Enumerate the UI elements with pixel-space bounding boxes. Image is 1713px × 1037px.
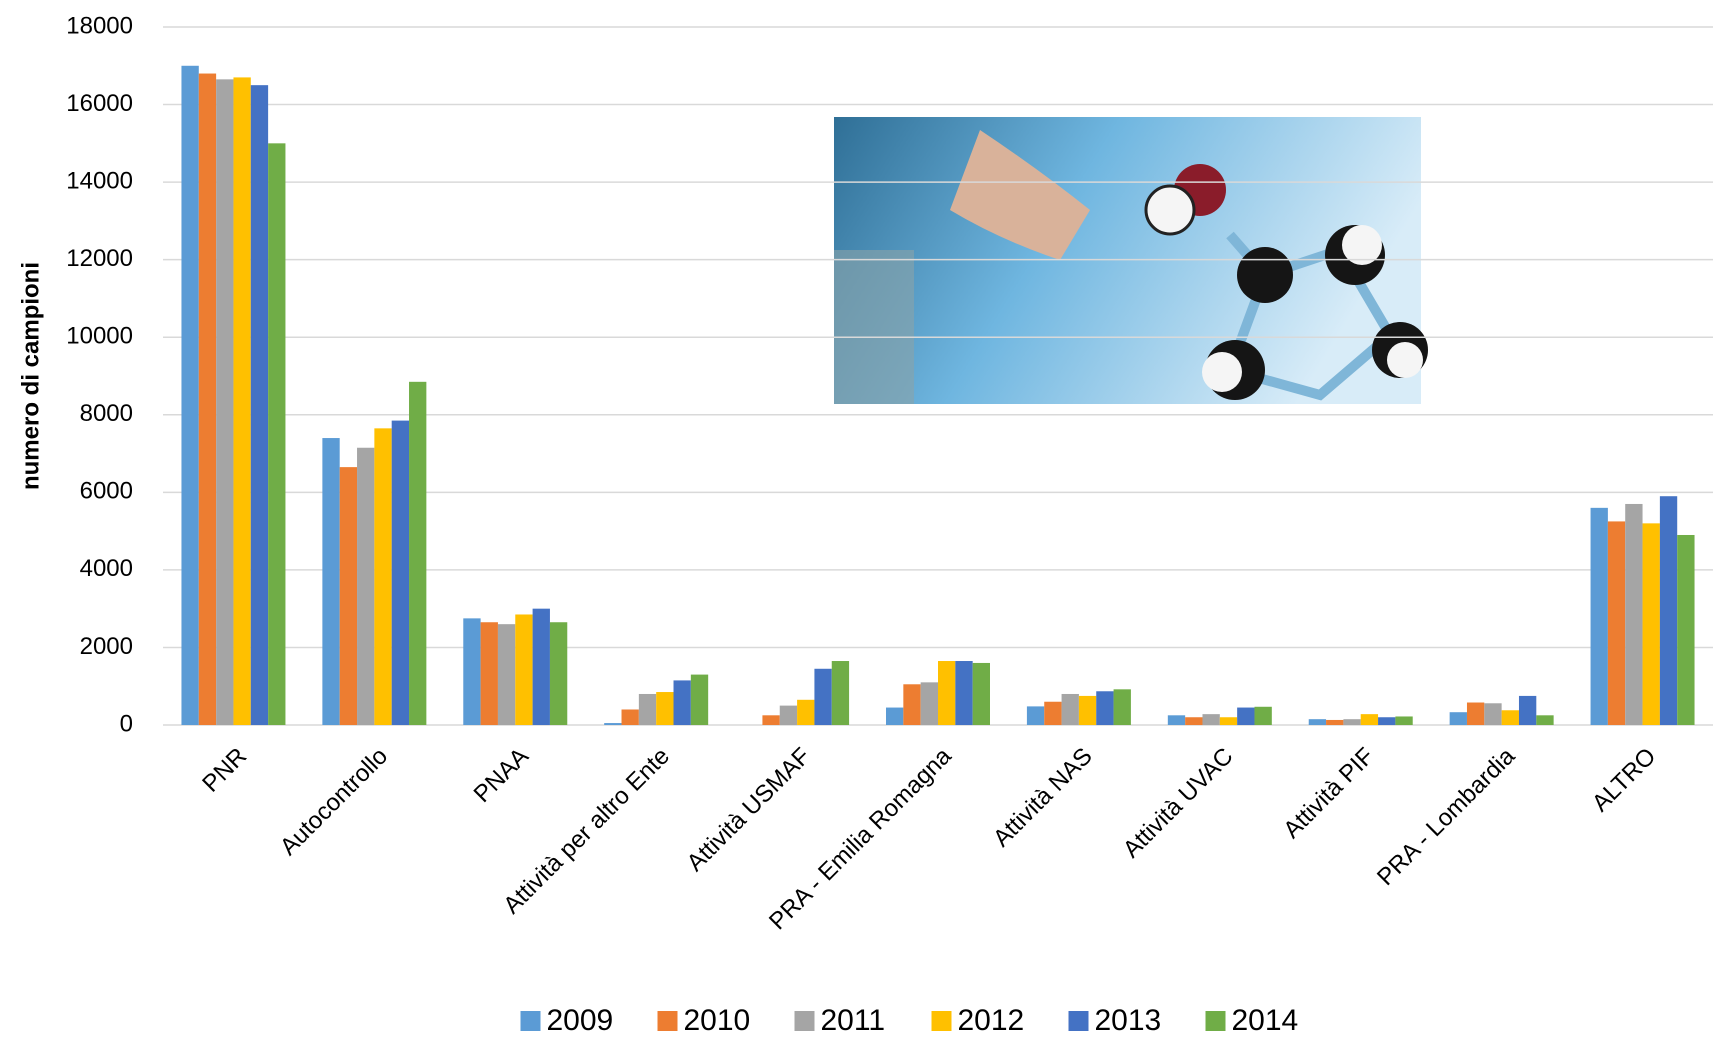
bar — [762, 715, 780, 725]
y-tick-label: 6000 — [80, 478, 133, 505]
bar — [1518, 695, 1537, 725]
y-tick-label: 2000 — [80, 633, 133, 660]
legend-label: 2014 — [1232, 1004, 1299, 1037]
x-tick-label: PNR — [197, 743, 252, 798]
bar — [797, 699, 815, 725]
bar — [604, 723, 622, 725]
y-tick-label: 8000 — [80, 400, 133, 427]
bar — [409, 381, 427, 725]
bar — [1308, 719, 1327, 725]
bar — [515, 614, 533, 725]
bar — [1395, 716, 1413, 725]
bar — [497, 624, 516, 725]
bar — [972, 662, 990, 725]
bar — [268, 143, 286, 726]
bar — [1501, 710, 1519, 725]
x-tick-label: Attività NAS — [988, 743, 1098, 853]
bar — [1466, 702, 1485, 725]
bar — [357, 447, 375, 725]
legend-label: 2009 — [547, 1004, 614, 1037]
bar — [831, 661, 850, 725]
y-tick-label: 4000 — [80, 555, 133, 582]
bar — [1078, 695, 1097, 725]
bar — [1642, 523, 1660, 725]
bar — [480, 622, 498, 725]
bar — [181, 65, 199, 726]
legend-swatch — [1205, 1011, 1226, 1031]
bar — [233, 77, 251, 725]
y-tick-label: 12000 — [66, 245, 133, 272]
bar — [1096, 691, 1114, 725]
bar — [673, 680, 691, 725]
bar — [1449, 712, 1467, 725]
bar — [1061, 693, 1079, 725]
y-tick-label: 16000 — [66, 90, 133, 117]
legend-label: 2011 — [821, 1004, 886, 1037]
bar — [1167, 715, 1186, 725]
legend-swatch — [931, 1011, 952, 1031]
bar — [621, 709, 639, 725]
bar — [690, 674, 709, 725]
bar — [1484, 703, 1502, 725]
bar — [638, 693, 657, 725]
bar — [532, 608, 550, 725]
photo — [834, 117, 1428, 404]
bar — [463, 618, 481, 725]
bar — [779, 705, 798, 725]
bar — [549, 622, 568, 725]
legend-swatch — [1068, 1011, 1089, 1031]
bar — [1113, 689, 1131, 725]
bar — [1185, 717, 1203, 725]
legend-label: 2013 — [1095, 1004, 1162, 1037]
bar — [1219, 717, 1238, 725]
bar — [1659, 496, 1678, 725]
bar — [1590, 507, 1608, 725]
bar — [938, 661, 956, 725]
bar — [391, 420, 410, 725]
x-tick-label: PRA - Lombardia — [1372, 742, 1521, 891]
bar — [1360, 714, 1379, 725]
y-tick-label: 10000 — [66, 323, 133, 350]
x-tick-label: Attività USMAF — [682, 743, 816, 877]
bar — [1625, 503, 1643, 725]
bar — [656, 692, 674, 725]
bar — [1202, 714, 1220, 725]
bar — [1536, 715, 1554, 725]
bar — [903, 684, 921, 725]
bar — [198, 73, 217, 726]
bar — [339, 467, 358, 725]
legend-label: 2012 — [958, 1004, 1025, 1037]
y-tick-label: 18000 — [66, 12, 133, 39]
bar — [1326, 719, 1344, 725]
y-tick-label: 14000 — [66, 167, 133, 194]
bar — [886, 707, 904, 725]
bar — [1343, 719, 1361, 725]
y-axis-label: numero di campioni — [17, 262, 44, 490]
legend-swatch — [657, 1011, 678, 1031]
x-tick-label: ALTRO — [1587, 743, 1661, 817]
bar — [955, 661, 973, 725]
bar — [216, 79, 234, 726]
x-tick-label: Autocontrollo — [275, 743, 393, 861]
bar — [920, 682, 938, 725]
x-tick-label: PNAA — [469, 743, 534, 808]
bar — [1378, 717, 1396, 725]
bar — [1677, 534, 1695, 725]
bar — [250, 85, 269, 725]
x-tick-label: Attività PIF — [1278, 743, 1379, 844]
bar — [374, 428, 392, 725]
bar — [1026, 706, 1045, 725]
legend-label: 2010 — [684, 1004, 751, 1037]
x-tick-label: Attività UVAC — [1118, 743, 1239, 864]
bar — [1607, 521, 1626, 725]
bar — [1254, 706, 1272, 725]
bar — [814, 668, 832, 725]
legend-swatch — [520, 1011, 541, 1031]
legend-swatch — [794, 1011, 815, 1031]
bar — [322, 438, 340, 725]
bar — [1044, 701, 1062, 725]
bar — [1237, 707, 1255, 725]
y-tick-label: 0 — [120, 710, 133, 737]
